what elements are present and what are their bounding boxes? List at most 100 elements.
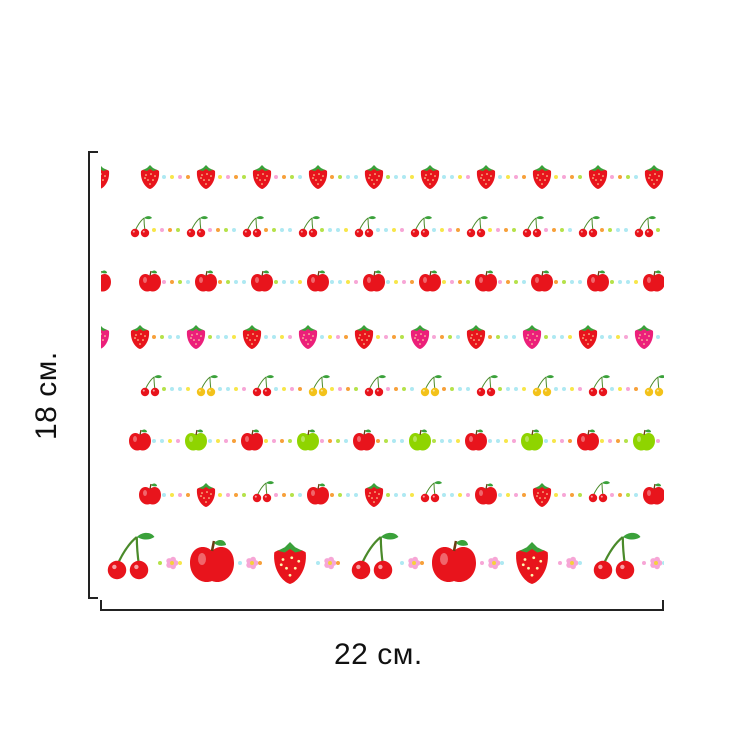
dot-trail (432, 439, 460, 443)
cherry-icon (196, 375, 218, 397)
dot-trail (376, 228, 404, 232)
cherry-icon (476, 375, 498, 397)
dot-trail (442, 175, 470, 179)
dot-trail (386, 387, 414, 391)
dot-trail (610, 387, 638, 391)
cherry-icon (364, 375, 386, 397)
dot-trail (320, 335, 348, 339)
strawberry-icon (578, 325, 598, 349)
strawberry-icon (308, 165, 328, 189)
dot-trail (498, 387, 526, 391)
strawberry-icon (588, 165, 608, 189)
apple-icon (419, 270, 441, 292)
apple-icon (465, 429, 487, 451)
dot-trail (662, 561, 664, 565)
strawberry-icon (532, 483, 552, 507)
apple-icon (531, 270, 553, 292)
dot-trail (208, 335, 236, 339)
apple-icon (185, 429, 207, 451)
cherry-icon (644, 375, 664, 397)
apple-icon (129, 429, 151, 451)
strawberry-icon (186, 325, 206, 349)
dot-trail (274, 175, 302, 179)
dot-trail (386, 280, 414, 284)
dot-trail (544, 439, 572, 443)
dot-trail (498, 493, 526, 497)
dot-trail (264, 228, 292, 232)
dot-trail (600, 335, 628, 339)
width-dimension-label: 22 см. (334, 638, 423, 671)
dot-trail (432, 228, 460, 232)
dot-trail (386, 175, 414, 179)
apple-icon (475, 270, 497, 292)
strawberry-icon (420, 165, 440, 189)
strawberry-icon (196, 165, 216, 189)
strawberry-icon (522, 325, 542, 349)
dot-trail (316, 561, 320, 565)
dot-trail (330, 280, 358, 284)
dot-trail (656, 335, 660, 339)
cherry-icon (578, 216, 600, 238)
pattern-row (139, 481, 664, 507)
strawberry-icon (516, 542, 548, 584)
flower-icon (488, 556, 501, 570)
flower-icon (566, 556, 579, 570)
dot-trail (320, 228, 348, 232)
dot-trail (544, 228, 572, 232)
dot-trail (386, 493, 414, 497)
strawberry-icon (101, 166, 110, 189)
pattern-row (140, 375, 694, 397)
dot-trail (610, 280, 638, 284)
flower-icon (324, 556, 337, 570)
dot-trail (554, 493, 582, 497)
cherry-icon (588, 375, 610, 397)
dot-trail (656, 228, 660, 232)
dot-trail (152, 439, 180, 443)
apple-icon (139, 483, 161, 505)
apple-icon (307, 270, 329, 292)
cherry-icon (298, 216, 320, 238)
pattern-row (107, 532, 664, 584)
dot-trail (498, 280, 526, 284)
cherry-icon (522, 216, 544, 238)
pattern-row (101, 325, 660, 349)
apple-icon (241, 429, 263, 451)
cherry-icon (410, 216, 432, 238)
cherry-icon (252, 375, 274, 397)
height-dimension-line (88, 151, 98, 599)
dot-trail (218, 280, 246, 284)
flower-icon (246, 556, 259, 570)
dot-trail (162, 280, 190, 284)
dot-trail (554, 280, 582, 284)
dot-trail (320, 439, 348, 443)
dot-trail (666, 387, 694, 391)
strawberry-icon (410, 325, 430, 349)
strawberry-icon (354, 325, 374, 349)
dot-trail (162, 387, 190, 391)
cherry-icon (420, 481, 442, 503)
apple-icon (643, 483, 664, 505)
fabric-background (101, 152, 664, 595)
dot-trail (264, 335, 292, 339)
dot-trail (666, 175, 694, 179)
cherry-icon (107, 532, 155, 580)
cherry-icon (634, 216, 656, 238)
dot-trail (274, 493, 302, 497)
apple-icon (101, 270, 111, 292)
strawberry-icon (140, 165, 160, 189)
apple-icon (521, 429, 543, 451)
cherry-icon (593, 532, 641, 580)
cherry-icon (351, 532, 399, 580)
dot-trail (178, 561, 182, 565)
strawberry-icon (274, 542, 306, 584)
cherry-icon (140, 375, 162, 397)
strawberry-icon (634, 325, 654, 349)
flower-icon (408, 556, 421, 570)
apple-icon (307, 483, 329, 505)
dot-trail (488, 228, 516, 232)
dot-trail (376, 335, 404, 339)
pattern-row (130, 216, 660, 238)
dot-trail (162, 493, 190, 497)
strawberry-icon (252, 165, 272, 189)
